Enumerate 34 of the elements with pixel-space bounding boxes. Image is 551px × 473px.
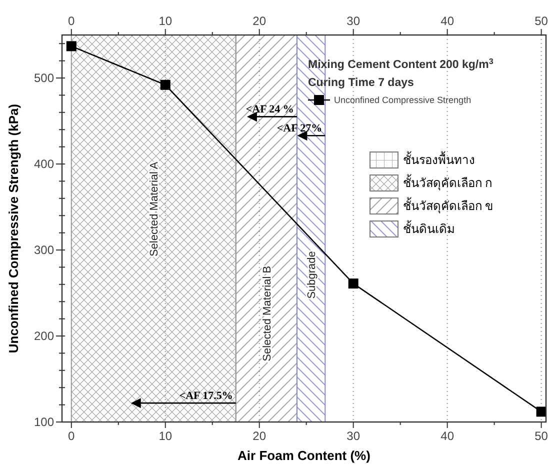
y-tick-label: 100 [34,415,54,430]
y-tick-label: 400 [34,157,54,172]
annotation: <AF 27% [276,122,322,135]
point [536,406,546,417]
x-tick-label: 10 [158,429,172,443]
x2-tick-label: 30 [346,14,360,28]
x-tick-label: 0 [68,429,76,443]
y-tick-label: 500 [34,71,54,86]
x-tick-label: 50 [534,429,548,443]
x-tick-label: 30 [346,429,360,443]
annotation: ชั้นวัสดุคัดเลือก ข [403,197,493,214]
annotation: ชั้นวัสดุคัดเลือก ก [403,174,492,192]
point [160,80,170,90]
x2-tick-label: 10 [158,14,172,28]
point [66,41,76,52]
x2-tick-label: 0 [68,14,76,28]
y-tick-label: 300 [34,243,54,258]
x2-tick-label: 20 [252,14,266,28]
band-label: Selected Material A [148,161,160,257]
annotation: ชั้นรองพื้นทาง [403,151,475,168]
x-tick-label: 40 [440,429,454,443]
point [348,278,358,289]
annotation: <AF 24 % [246,104,294,116]
band-label: Selected Material B [261,266,274,362]
annotation: ชั้นดินเดิม [403,220,455,236]
x2-tick-label: 40 [440,14,454,28]
legend-label: Unconfined Compressive Strength [334,95,472,106]
y-axis-title: Unconfined Compressive Strength (kPa) [6,104,21,354]
band-label: Subgrade [306,251,318,299]
y-tick-label: 200 [34,329,54,344]
x2-tick-label: 50 [534,14,548,28]
x-axis-title: Air Foam Content (%) [238,448,370,463]
annotation: <AF 17.5% [179,390,233,402]
x-tick-label: 20 [252,429,266,443]
